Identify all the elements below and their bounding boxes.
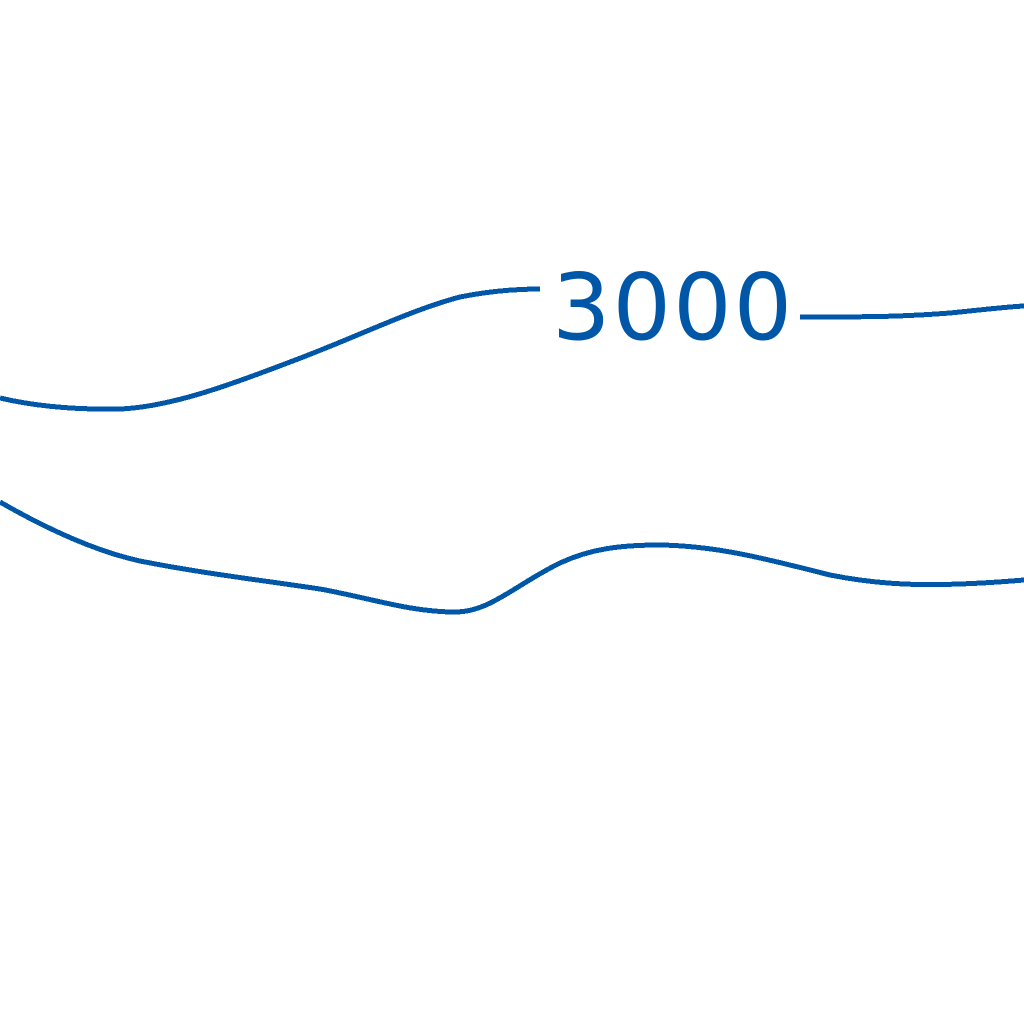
contour-line-upper-left bbox=[0, 286, 541, 412]
contour-line-lower bbox=[0, 499, 1024, 615]
contour-upper: 3000 bbox=[0, 254, 1024, 412]
contour-lower bbox=[0, 499, 1024, 615]
contour-label-3000: 3000 bbox=[552, 254, 794, 361]
contour-line-upper-right bbox=[799, 303, 1024, 320]
